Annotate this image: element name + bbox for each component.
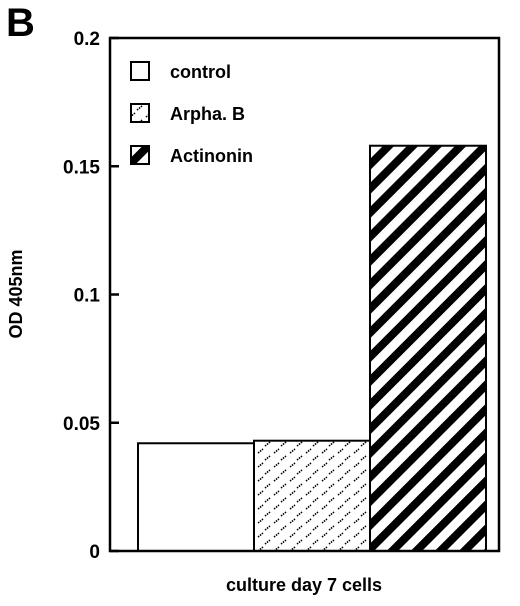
y-axis: 0 0.05 0.1 0.15 0.2 [63,29,119,563]
y-tick-label: 0 [89,542,100,563]
bar-arpha-b [253,439,371,552]
legend: control Arpha. B Actinonin [130,61,253,166]
legend-label: Actinonin [170,146,253,166]
bar-actinonin [369,144,487,552]
legend-label: control [170,62,231,82]
y-tick-label: 0.1 [74,286,101,307]
y-axis-label: OD 405nm [6,249,26,338]
y-tick-label: 0.2 [74,29,100,50]
legend-swatch [130,145,150,165]
x-axis-label: culture day 7 cells [226,575,382,595]
legend-label: Arpha. B [170,104,245,124]
bars-group [137,144,487,552]
legend-swatch [130,103,150,123]
legend-swatch [130,61,150,81]
y-tick-label: 0.15 [63,157,100,178]
panel-label: B [6,1,35,45]
bar-control [137,442,255,552]
y-tick-label: 0.05 [63,414,100,435]
